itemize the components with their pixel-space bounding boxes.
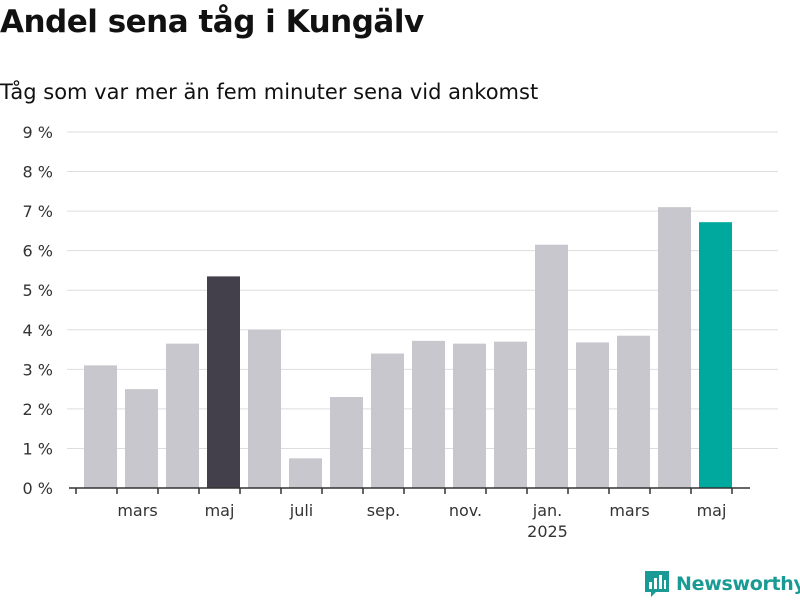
y-tick-label: 3 %	[23, 360, 53, 379]
y-tick-label: 2 %	[23, 400, 53, 419]
bar	[535, 244, 568, 488]
bar	[412, 340, 445, 488]
y-tick-label: 5 %	[23, 281, 53, 300]
x-tick-label: mars	[117, 501, 157, 520]
x-tick-label: jan.	[532, 501, 562, 520]
x-tick-label: juli	[289, 501, 313, 520]
bar	[576, 342, 609, 488]
chart-subtitle: Tåg som var mer än fem minuter sena vid …	[0, 80, 539, 104]
bar	[371, 353, 404, 488]
bar	[453, 343, 486, 488]
bar	[84, 365, 117, 488]
x-tick-label: maj	[205, 501, 235, 520]
bar	[166, 343, 199, 488]
bar	[699, 222, 732, 489]
bar	[125, 389, 158, 488]
y-tick-label: 4 %	[23, 321, 53, 340]
x-tick-label: sep.	[367, 501, 400, 520]
x-tick-label: nov.	[449, 501, 482, 520]
y-tick-label: 6 %	[23, 242, 53, 261]
x-tick-sublabel: 2025	[527, 522, 568, 541]
y-tick-label: 1 %	[23, 439, 53, 458]
bar	[494, 341, 527, 488]
bar	[248, 329, 281, 488]
bar	[330, 397, 363, 488]
brand-logo: Newsworthy	[644, 570, 800, 598]
bar	[658, 207, 691, 488]
x-tick-label: mars	[609, 501, 649, 520]
bar	[289, 458, 322, 488]
y-tick-label: 7 %	[23, 202, 53, 221]
bar-chart-logo-icon	[645, 571, 669, 597]
y-tick-label: 9 %	[23, 123, 53, 142]
bar	[617, 335, 650, 488]
y-tick-label: 8 %	[23, 163, 53, 182]
bar	[207, 276, 240, 488]
y-tick-label: 0 %	[23, 479, 53, 498]
brand-name: Newsworthy	[676, 573, 800, 595]
x-tick-label: maj	[697, 501, 727, 520]
chart-title: Andel sena tåg i Kungälv	[0, 4, 424, 40]
